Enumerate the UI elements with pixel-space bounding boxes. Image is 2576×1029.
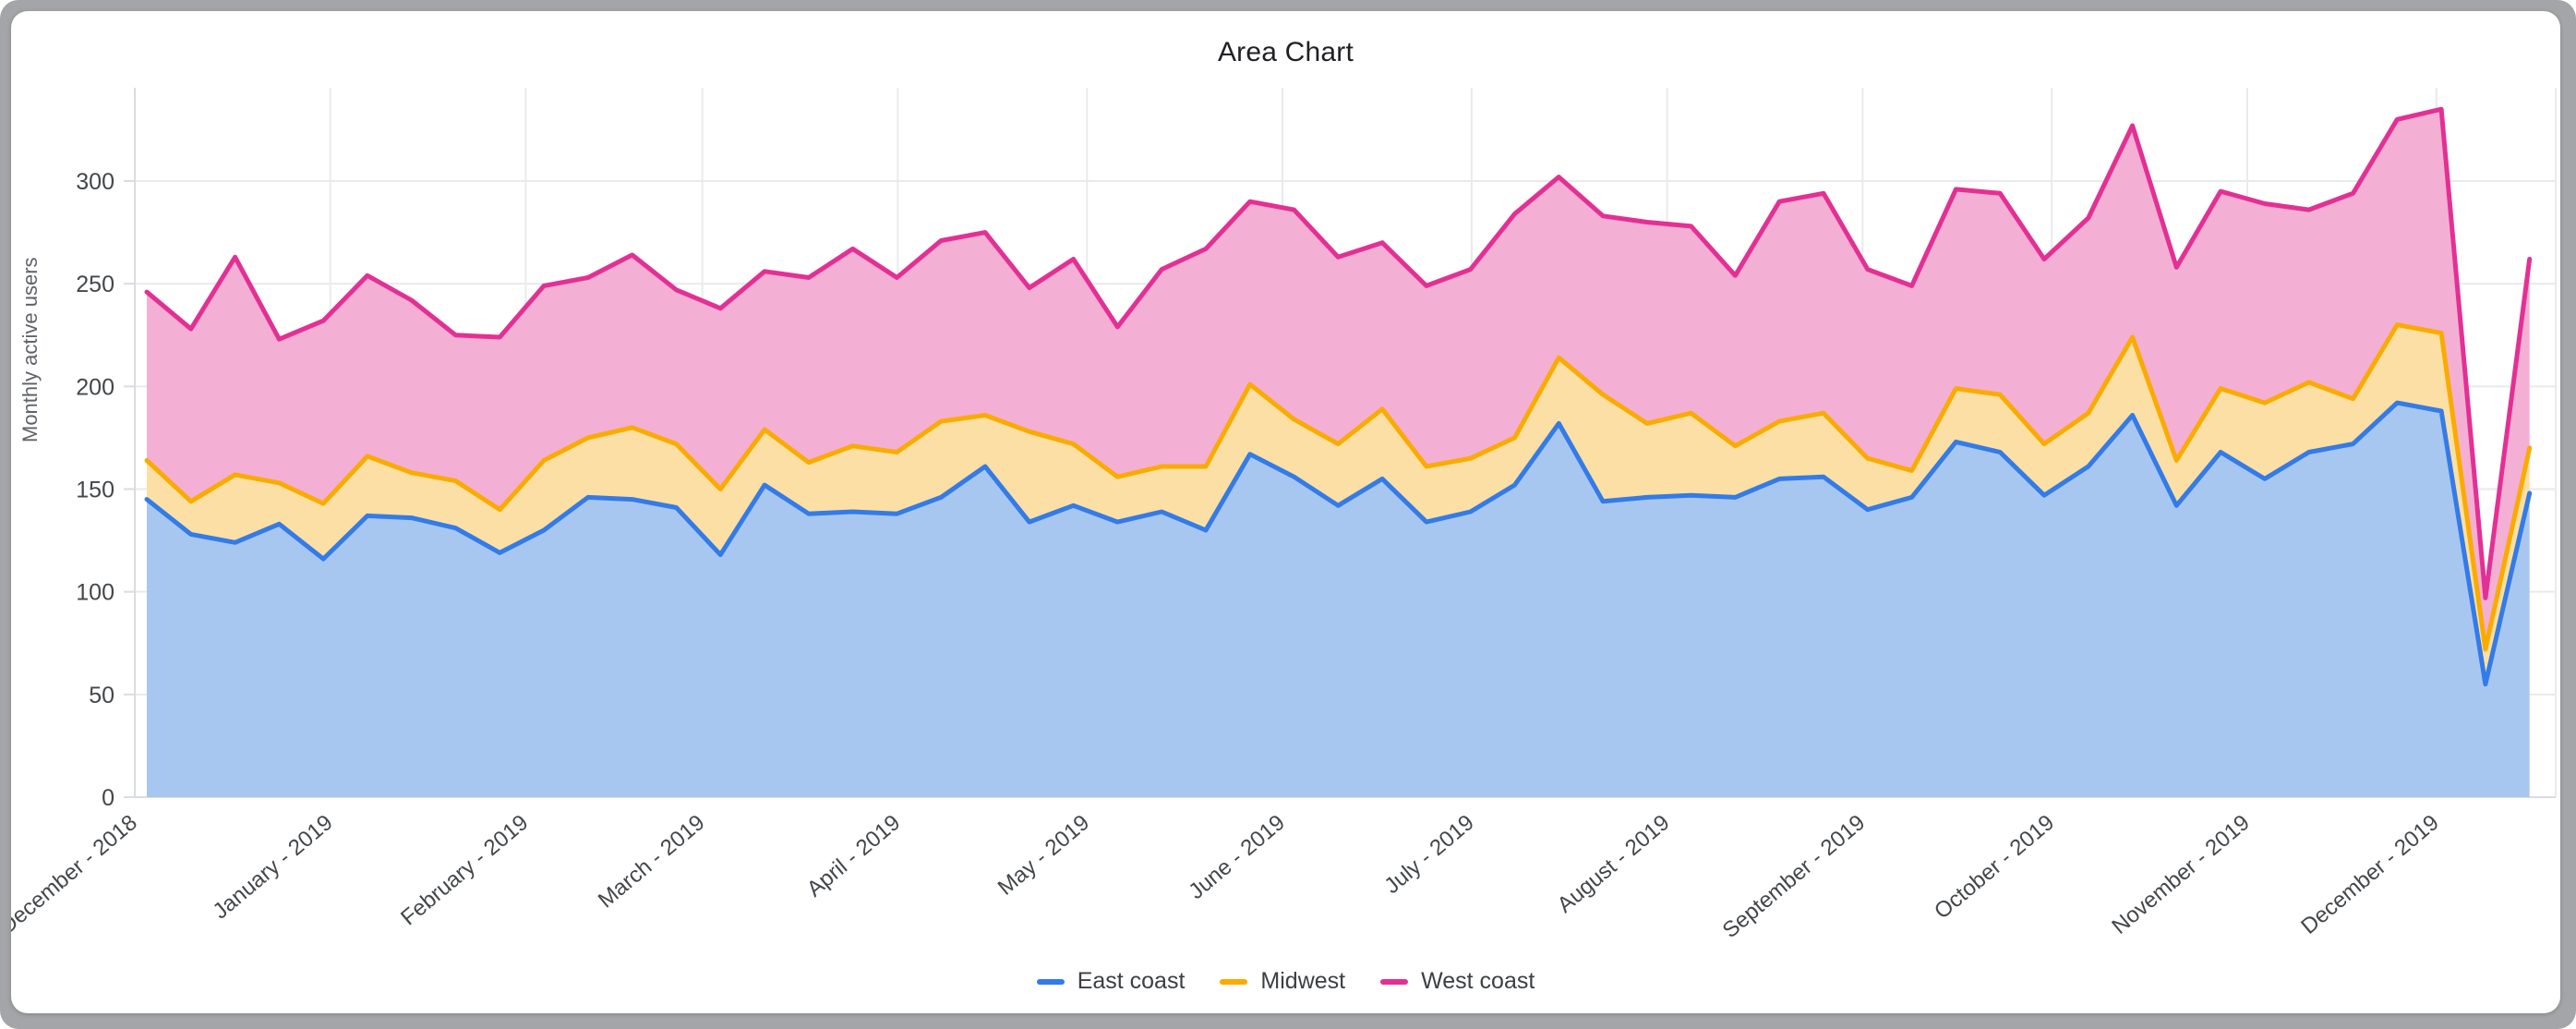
series-line-east-coast <box>144 400 2533 687</box>
legend-swatch-west-coast <box>1380 978 1409 985</box>
svg-text:100: 100 <box>76 580 114 606</box>
svg-text:April - 2019: April - 2019 <box>802 810 905 902</box>
svg-text:February - 2019: February - 2019 <box>396 810 533 930</box>
legend-label-east-coast: East coast <box>1077 968 1186 994</box>
svg-text:August - 2019: August - 2019 <box>1553 810 1675 918</box>
svg-text:January - 2019: January - 2019 <box>209 810 338 925</box>
legend-item-east-coast: East coast <box>1036 968 1186 995</box>
legend-item-midwest: Midwest <box>1220 968 1345 995</box>
legend-label-west-coast: West coast <box>1421 968 1535 994</box>
series-area-west-coast <box>147 109 2530 649</box>
svg-text:200: 200 <box>76 374 114 400</box>
chart-title: Area Chart <box>1217 37 1354 67</box>
area-chart-plot: 0 50 100 150 200 250 300 December - 2018 January… <box>11 88 2557 943</box>
series-line-west-coast <box>144 106 2533 600</box>
chart-legend: East coast Midwest West coast <box>11 968 2560 995</box>
svg-text:150: 150 <box>76 478 114 503</box>
svg-text:December - 2019: December - 2019 <box>2296 810 2443 939</box>
legend-swatch-midwest <box>1220 978 1248 985</box>
svg-text:250: 250 <box>76 272 114 297</box>
svg-text:300: 300 <box>76 169 114 195</box>
x-tick-labels: December - 2018 January - 2019 February - … <box>11 810 2444 943</box>
svg-text:0: 0 <box>102 785 114 811</box>
chart-card: Area Chart Monthly active users 0 50 100 15… <box>11 11 2560 1013</box>
svg-text:50: 50 <box>89 683 114 708</box>
legend-label-midwest: Midwest <box>1260 968 1346 994</box>
y-tick-labels: 0 50 100 150 200 250 300 <box>76 169 114 811</box>
series-line-midwest <box>144 322 2533 652</box>
svg-text:October - 2019: October - 2019 <box>1930 810 2059 925</box>
series-area-east-coast <box>147 403 2530 797</box>
svg-text:November - 2019: November - 2019 <box>2107 810 2254 939</box>
svg-text:July - 2019: July - 2019 <box>1379 810 1478 899</box>
svg-text:September - 2019: September - 2019 <box>1718 810 1871 943</box>
svg-text:June - 2019: June - 2019 <box>1184 810 1289 904</box>
legend-item-west-coast: West coast <box>1380 968 1535 995</box>
svg-text:May - 2019: May - 2019 <box>993 810 1094 901</box>
svg-text:March - 2019: March - 2019 <box>594 810 710 914</box>
svg-text:December - 2018: December - 2018 <box>11 810 142 939</box>
legend-swatch-east-coast <box>1036 978 1065 985</box>
